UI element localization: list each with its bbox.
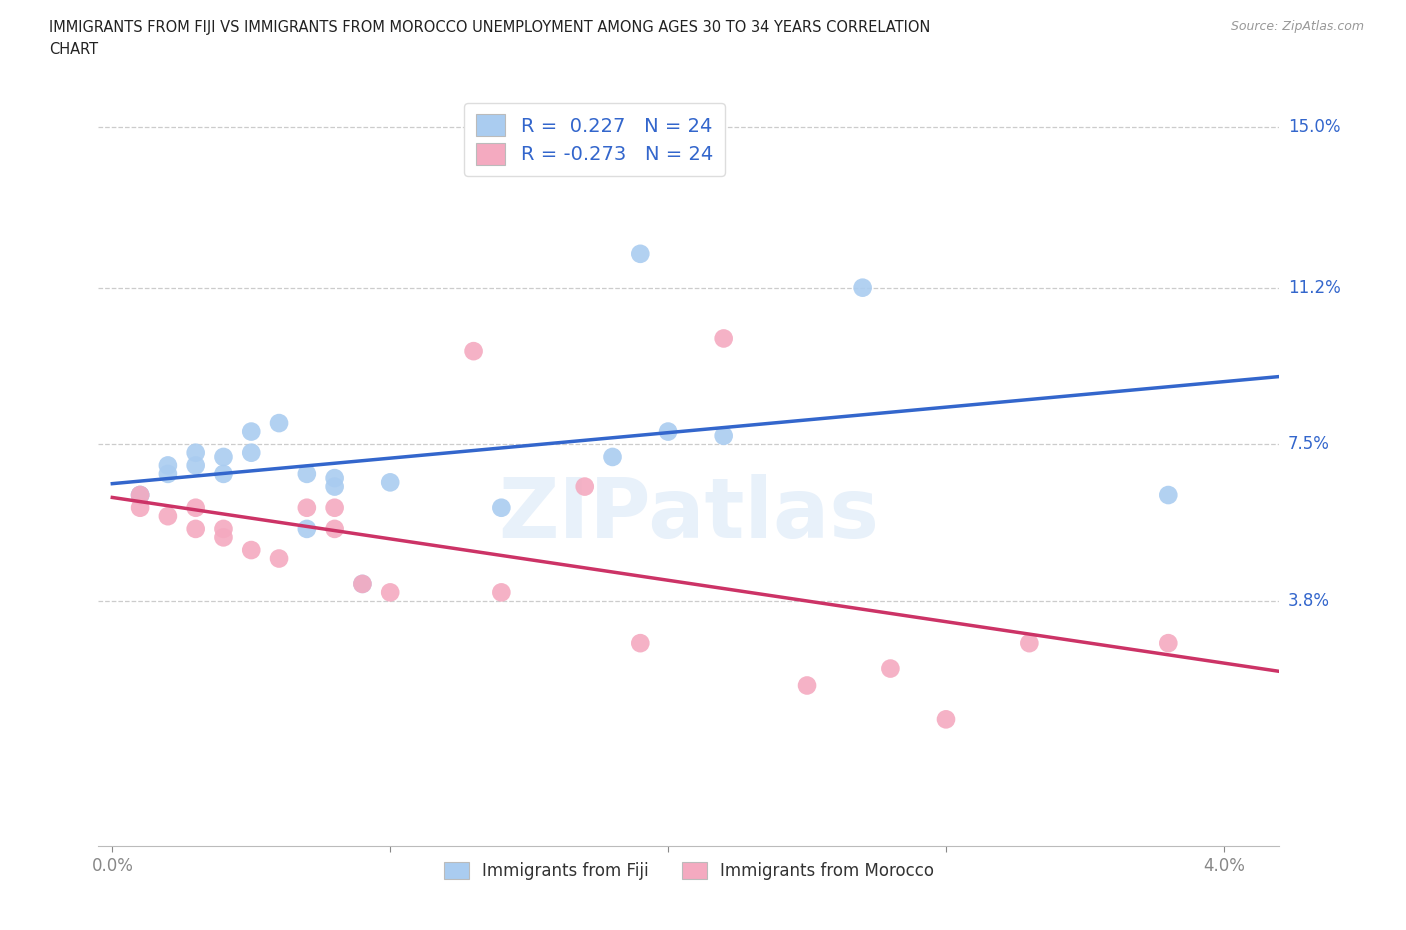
Text: 15.0%: 15.0% <box>1288 118 1340 136</box>
Point <box>491 585 513 600</box>
Point <box>129 487 152 502</box>
Point <box>295 500 318 515</box>
Text: IMMIGRANTS FROM FIJI VS IMMIGRANTS FROM MOROCCO UNEMPLOYMENT AMONG AGES 30 TO 34: IMMIGRANTS FROM FIJI VS IMMIGRANTS FROM … <box>49 20 931 35</box>
Point <box>212 522 235 537</box>
Point <box>267 551 290 566</box>
Point <box>628 636 651 651</box>
Point <box>295 467 318 482</box>
Point <box>240 445 263 460</box>
Point <box>240 424 263 439</box>
Point <box>657 424 679 439</box>
Point <box>184 458 207 472</box>
Text: 3.8%: 3.8% <box>1288 591 1330 610</box>
Text: 7.5%: 7.5% <box>1288 435 1330 453</box>
Point <box>129 500 152 515</box>
Point <box>463 344 485 359</box>
Point <box>156 458 179 472</box>
Point <box>574 479 596 494</box>
Text: 11.2%: 11.2% <box>1288 279 1340 297</box>
Point <box>935 711 957 726</box>
Point <box>713 331 735 346</box>
Point <box>129 487 152 502</box>
Point <box>1018 636 1040 651</box>
Point <box>212 530 235 545</box>
Point <box>380 585 402 600</box>
Point <box>184 500 207 515</box>
Point <box>212 467 235 482</box>
Point <box>628 246 651 261</box>
Point <box>240 542 263 557</box>
Point <box>129 487 152 502</box>
Point <box>352 577 374 591</box>
Point <box>323 522 346 537</box>
Point <box>323 500 346 515</box>
Point <box>184 522 207 537</box>
Text: CHART: CHART <box>49 42 98 57</box>
Point <box>879 661 901 676</box>
Point <box>267 416 290 431</box>
Point <box>323 471 346 485</box>
Point <box>156 509 179 524</box>
Point <box>1157 487 1180 502</box>
Point <box>352 577 374 591</box>
Point <box>796 678 818 693</box>
Point <box>602 449 624 464</box>
Text: Source: ZipAtlas.com: Source: ZipAtlas.com <box>1230 20 1364 33</box>
Point <box>713 429 735 444</box>
Point <box>1157 636 1180 651</box>
Legend: Immigrants from Fiji, Immigrants from Morocco: Immigrants from Fiji, Immigrants from Mo… <box>437 856 941 887</box>
Point <box>156 467 179 482</box>
Point <box>295 522 318 537</box>
Point <box>212 449 235 464</box>
Point <box>380 475 402 490</box>
Point <box>491 500 513 515</box>
Point <box>323 479 346 494</box>
Point <box>184 445 207 460</box>
Point <box>852 280 875 295</box>
Text: ZIPatlas: ZIPatlas <box>499 474 879 555</box>
